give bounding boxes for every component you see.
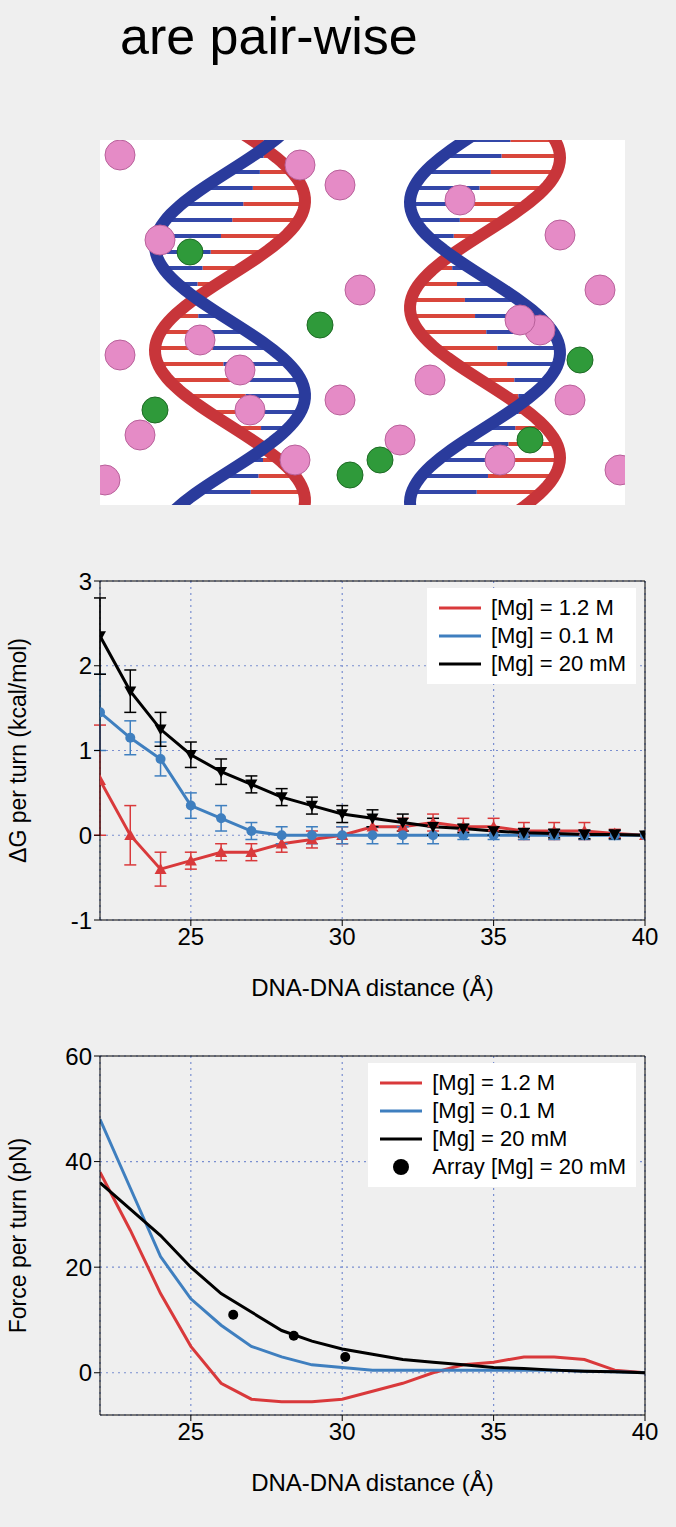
html-text:[Mg] = 0.1 M: [Mg] = 0.1 M (490, 623, 614, 648)
svg-text:30: 30 (329, 923, 356, 950)
svg-text:ΔG per turn (kcal/mol): ΔG per turn (kcal/mol) (5, 638, 31, 863)
html-text:Array [Mg] = 20 mM: Array [Mg] = 20 mM (432, 1154, 626, 1179)
svg-text:0: 0 (79, 1359, 92, 1386)
svg-text:DNA-DNA distance (Å): DNA-DNA distance (Å) (251, 974, 494, 1001)
svg-text:Force per turn (pN): Force per turn (pN) (5, 1138, 31, 1334)
svg-text:30: 30 (329, 1418, 356, 1445)
svg-text:25: 25 (177, 1418, 204, 1445)
svg-text:DNA-DNA distance (Å): DNA-DNA distance (Å) (251, 1469, 494, 1496)
svg-text:25: 25 (177, 923, 204, 950)
svg-text:3: 3 (79, 568, 92, 595)
svg-text:0: 0 (79, 822, 92, 849)
svg-text:40: 40 (632, 1418, 659, 1445)
svg-text:20: 20 (65, 1254, 92, 1281)
html-text:[Mg] = 20 mM: [Mg] = 20 mM (490, 651, 626, 676)
svg-text:35: 35 (480, 1418, 507, 1445)
svg-text:40: 40 (632, 923, 659, 950)
svg-text:-1: -1 (71, 907, 92, 934)
html-text:[Mg] = 1.2 M: [Mg] = 1.2 M (490, 595, 614, 620)
html-text:are pair-wise: are pair-wise (120, 7, 418, 65)
svg-text:2: 2 (79, 652, 92, 679)
svg-text:35: 35 (480, 923, 507, 950)
svg-text:40: 40 (65, 1148, 92, 1175)
html-text:[Mg] = 0.1 M: [Mg] = 0.1 M (432, 1098, 556, 1123)
svg-text:1: 1 (79, 737, 92, 764)
svg-text:60: 60 (65, 1043, 92, 1070)
html-text:[Mg] = 1.2 M: [Mg] = 1.2 M (432, 1070, 556, 1095)
html-text:[Mg] = 20 mM: [Mg] = 20 mM (432, 1126, 568, 1151)
